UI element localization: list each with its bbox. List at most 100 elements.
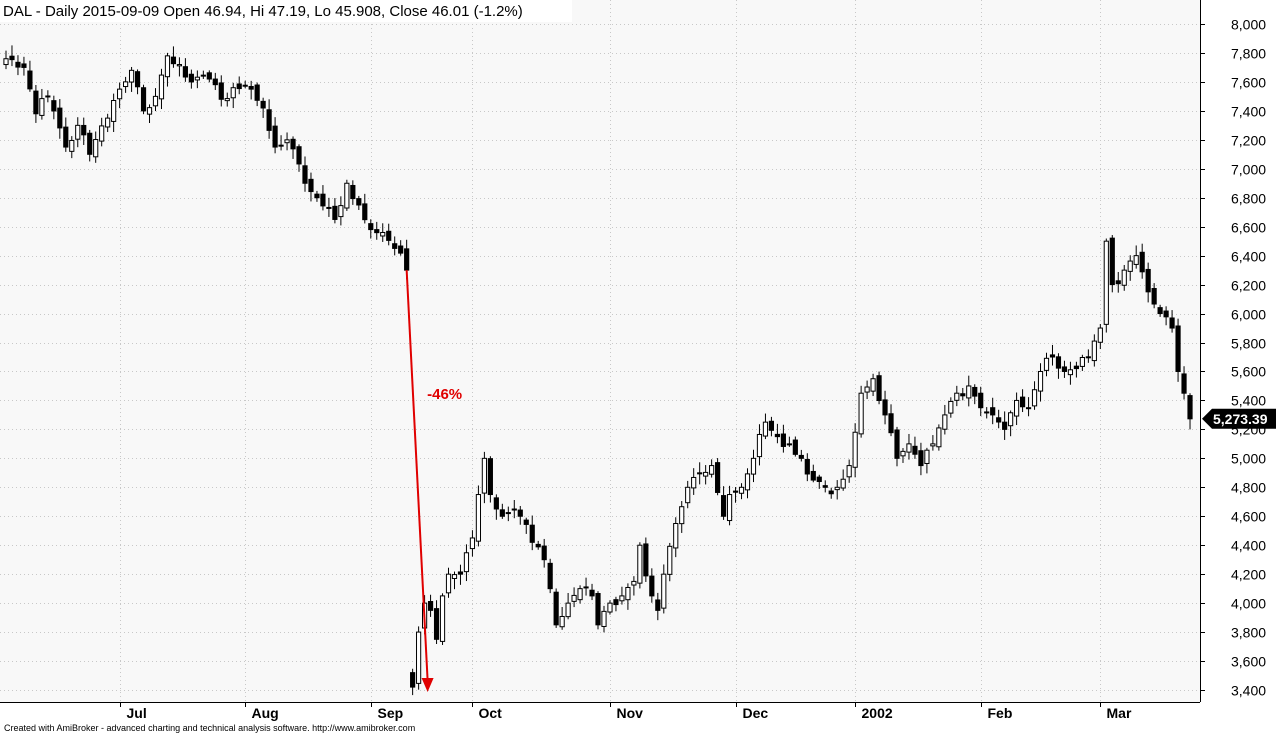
price-tick-label: 7,400: [1231, 104, 1266, 120]
candle-down: [493, 497, 499, 510]
candle-up: [852, 431, 858, 468]
candle-down: [206, 72, 212, 80]
candle-up: [870, 378, 876, 392]
candle-up: [1025, 407, 1032, 410]
plot-background: [0, 0, 1200, 702]
candle-down: [990, 407, 996, 416]
candle-down: [188, 73, 194, 83]
candle-up: [924, 449, 930, 464]
candle-down: [87, 132, 93, 155]
price-tick-label: 5,400: [1231, 393, 1266, 409]
candle-up: [164, 55, 171, 78]
price-tick-label: 4,400: [1231, 538, 1266, 554]
candle-up: [762, 421, 769, 437]
candle-up: [416, 631, 422, 684]
candle-down: [1073, 365, 1079, 370]
candle-down: [45, 95, 51, 98]
candle-down: [57, 107, 63, 129]
candle-up: [1014, 399, 1020, 417]
candle-down: [33, 90, 39, 115]
candle-up: [840, 478, 846, 489]
candle-up: [966, 385, 972, 399]
candle-up: [673, 523, 679, 549]
price-tick-label: 8,000: [1231, 17, 1266, 33]
candle-up: [756, 433, 763, 458]
candle-up: [846, 465, 852, 478]
candle-up: [577, 588, 583, 601]
candle-down: [517, 509, 523, 517]
price-tick-label: 7,800: [1231, 46, 1266, 62]
candle-up: [685, 486, 691, 504]
month-label: Oct: [479, 705, 503, 721]
candle-up: [900, 450, 906, 457]
candle-up: [380, 231, 386, 237]
candle-up: [152, 95, 159, 107]
candle-up: [786, 443, 792, 446]
candle-down: [248, 85, 254, 90]
candle-up: [278, 144, 284, 147]
candle-down: [918, 450, 924, 467]
candle-up: [463, 552, 470, 573]
candle-down: [715, 462, 721, 493]
candle-down: [774, 433, 781, 438]
candle-up: [451, 574, 458, 579]
candle-up: [123, 81, 129, 88]
candle-up: [200, 74, 206, 77]
candle-down: [314, 193, 320, 199]
candle-up: [224, 98, 230, 102]
time-axis: Jul Aug Sep Oct Nov Dec 2002 Feb Mar: [120, 702, 1132, 721]
candle-up: [906, 443, 912, 453]
candle-down: [1169, 317, 1175, 329]
price-tick-label: 4,600: [1231, 509, 1266, 525]
candle-down: [9, 55, 15, 61]
candle-down: [978, 392, 984, 409]
candle-up: [954, 392, 960, 401]
price-tick-label: 5,000: [1231, 451, 1266, 467]
candle-down: [326, 206, 332, 209]
candle-up: [475, 494, 482, 542]
candle-up: [1067, 369, 1074, 376]
candle-down: [332, 205, 338, 220]
month-label: Nov: [617, 705, 644, 721]
candle-down: [1181, 373, 1187, 394]
candle-down: [296, 146, 302, 165]
candle-up: [39, 98, 45, 116]
candle-down: [547, 562, 553, 590]
candle-up: [607, 602, 613, 613]
candle-down: [427, 601, 434, 611]
candle-down: [1055, 356, 1062, 369]
candle-up: [439, 595, 446, 642]
candle-down: [386, 230, 392, 241]
candle-down: [894, 429, 900, 459]
candle-down: [720, 495, 727, 517]
candle-up: [637, 544, 643, 584]
candle-down: [780, 433, 786, 447]
candle-down: [589, 589, 595, 597]
candle-up: [1133, 255, 1139, 265]
price-tick-label: 6,000: [1231, 307, 1266, 323]
candle-down: [350, 184, 356, 200]
candle-up: [661, 573, 667, 609]
candle-down: [1163, 310, 1169, 318]
candle-down: [392, 243, 398, 249]
candle-down: [457, 571, 464, 575]
price-tick-label: 7,600: [1231, 75, 1266, 91]
price-tick-label: 5,600: [1231, 364, 1266, 380]
candle-up: [601, 610, 607, 627]
last-price-badge-shape: [1202, 408, 1276, 429]
candle-down: [182, 66, 188, 78]
candle-down: [523, 519, 529, 525]
candle-up: [691, 476, 697, 489]
price-tick-label: 4,200: [1231, 567, 1266, 583]
candle-down: [266, 109, 272, 131]
candle-up: [559, 615, 565, 628]
candle-up: [619, 595, 625, 602]
price-tick-label: 6,800: [1231, 191, 1266, 207]
drawdown-label: -46%: [427, 386, 462, 403]
candle-down: [972, 386, 978, 397]
candle-down: [553, 591, 559, 626]
candle-down: [583, 586, 589, 589]
title-background: [0, 0, 572, 22]
candle-up: [726, 494, 733, 522]
price-tick-label: 6,400: [1231, 249, 1266, 265]
